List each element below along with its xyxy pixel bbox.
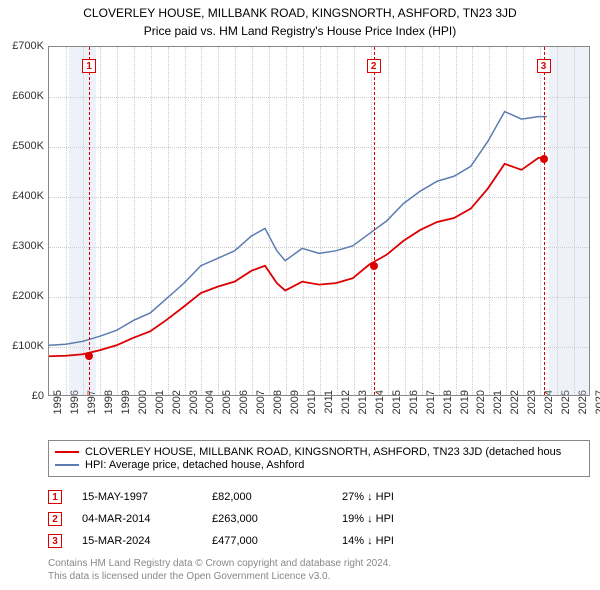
- x-tick-label: 1997: [86, 390, 98, 430]
- marker-price: £477,000: [212, 535, 342, 547]
- x-tick-label: 2012: [340, 390, 352, 430]
- y-tick-label: £300K: [0, 240, 44, 252]
- x-tick-label: 2007: [255, 390, 267, 430]
- marker-table-badge: 2: [48, 512, 62, 526]
- y-tick-label: £0: [0, 390, 44, 402]
- x-tick-label: 2005: [221, 390, 233, 430]
- x-tick-label: 2011: [323, 390, 335, 430]
- marker-date: 04-MAR-2014: [82, 513, 212, 525]
- legend-label: CLOVERLEY HOUSE, MILLBANK ROAD, KINGSNOR…: [85, 446, 561, 458]
- marker-table-row: 2 04-MAR-2014£263,00019% ↓ HPI: [48, 508, 590, 530]
- x-tick-label: 2025: [560, 390, 572, 430]
- marker-date: 15-MAR-2024: [82, 535, 212, 547]
- chart-subtitle: Price paid vs. HM Land Registry's House …: [0, 22, 600, 38]
- legend-row: CLOVERLEY HOUSE, MILLBANK ROAD, KINGSNOR…: [55, 446, 583, 458]
- marker-diff: 14% ↓ HPI: [342, 535, 472, 547]
- legend-swatch: [55, 464, 79, 466]
- x-tick-label: 1998: [103, 390, 115, 430]
- marker-line: [544, 47, 545, 395]
- marker-point: [370, 262, 378, 270]
- marker-table-row: 3 15-MAR-2024£477,00014% ↓ HPI: [48, 530, 590, 552]
- x-tick-label: 2026: [577, 390, 589, 430]
- x-tick-label: 2014: [374, 390, 386, 430]
- x-tick-label: 2018: [442, 390, 454, 430]
- y-tick-label: £500K: [0, 140, 44, 152]
- x-tick-label: 2017: [425, 390, 437, 430]
- marker-badge: 2: [367, 59, 381, 73]
- marker-diff: 19% ↓ HPI: [342, 513, 472, 525]
- legend-row: HPI: Average price, detached house, Ashf…: [55, 459, 583, 471]
- marker-date: 15-MAY-1997: [82, 491, 212, 503]
- x-tick-label: 2008: [272, 390, 284, 430]
- x-tick-label: 2001: [154, 390, 166, 430]
- marker-point: [85, 352, 93, 360]
- x-tick-label: 1999: [120, 390, 132, 430]
- x-tick-label: 1995: [52, 390, 64, 430]
- y-tick-label: £400K: [0, 190, 44, 202]
- marker-price: £82,000: [212, 491, 342, 503]
- y-tick-label: £600K: [0, 90, 44, 102]
- footer-attribution: Contains HM Land Registry data © Crown c…: [48, 558, 391, 583]
- x-tick-label: 2023: [526, 390, 538, 430]
- y-tick-label: £700K: [0, 40, 44, 52]
- marker-table-badge: 1: [48, 490, 62, 504]
- marker-table-row: 1 15-MAY-1997£82,00027% ↓ HPI: [48, 486, 590, 508]
- marker-line: [89, 47, 90, 395]
- chart-container: CLOVERLEY HOUSE, MILLBANK ROAD, KINGSNOR…: [0, 0, 600, 590]
- x-tick-label: 2000: [137, 390, 149, 430]
- legend-label: HPI: Average price, detached house, Ashf…: [85, 459, 304, 471]
- x-tick-label: 2021: [492, 390, 504, 430]
- series-lines: [49, 47, 589, 395]
- legend: CLOVERLEY HOUSE, MILLBANK ROAD, KINGSNOR…: [48, 440, 590, 477]
- x-tick-label: 2004: [204, 390, 216, 430]
- marker-point: [540, 155, 548, 163]
- x-tick-label: 2024: [543, 390, 555, 430]
- x-tick-label: 2006: [238, 390, 250, 430]
- marker-diff: 27% ↓ HPI: [342, 491, 472, 503]
- marker-badge: 3: [537, 59, 551, 73]
- x-tick-label: 2016: [408, 390, 420, 430]
- footer-line1: Contains HM Land Registry data © Crown c…: [48, 558, 391, 571]
- x-tick-label: 2019: [459, 390, 471, 430]
- x-tick-label: 2027: [594, 390, 600, 430]
- x-tick-label: 2020: [475, 390, 487, 430]
- x-tick-label: 1996: [69, 390, 81, 430]
- x-tick-label: 2003: [188, 390, 200, 430]
- footer-line2: This data is licensed under the Open Gov…: [48, 571, 391, 584]
- y-tick-label: £200K: [0, 290, 44, 302]
- x-tick-label: 2010: [306, 390, 318, 430]
- x-tick-label: 2022: [509, 390, 521, 430]
- x-tick-label: 2013: [357, 390, 369, 430]
- plot-area: 1 2 3: [48, 46, 590, 396]
- marker-line: [374, 47, 375, 395]
- legend-swatch: [55, 451, 79, 453]
- y-tick-label: £100K: [0, 340, 44, 352]
- marker-price: £263,000: [212, 513, 342, 525]
- marker-badge: 1: [82, 59, 96, 73]
- markers-table: 1 15-MAY-1997£82,00027% ↓ HPI 2 04-MAR-2014…: [48, 486, 590, 552]
- x-tick-label: 2009: [289, 390, 301, 430]
- marker-table-badge: 3: [48, 534, 62, 548]
- series-hpi: [49, 112, 547, 346]
- x-tick-label: 2015: [391, 390, 403, 430]
- x-tick-label: 2002: [171, 390, 183, 430]
- chart-title: CLOVERLEY HOUSE, MILLBANK ROAD, KINGSNOR…: [0, 0, 600, 22]
